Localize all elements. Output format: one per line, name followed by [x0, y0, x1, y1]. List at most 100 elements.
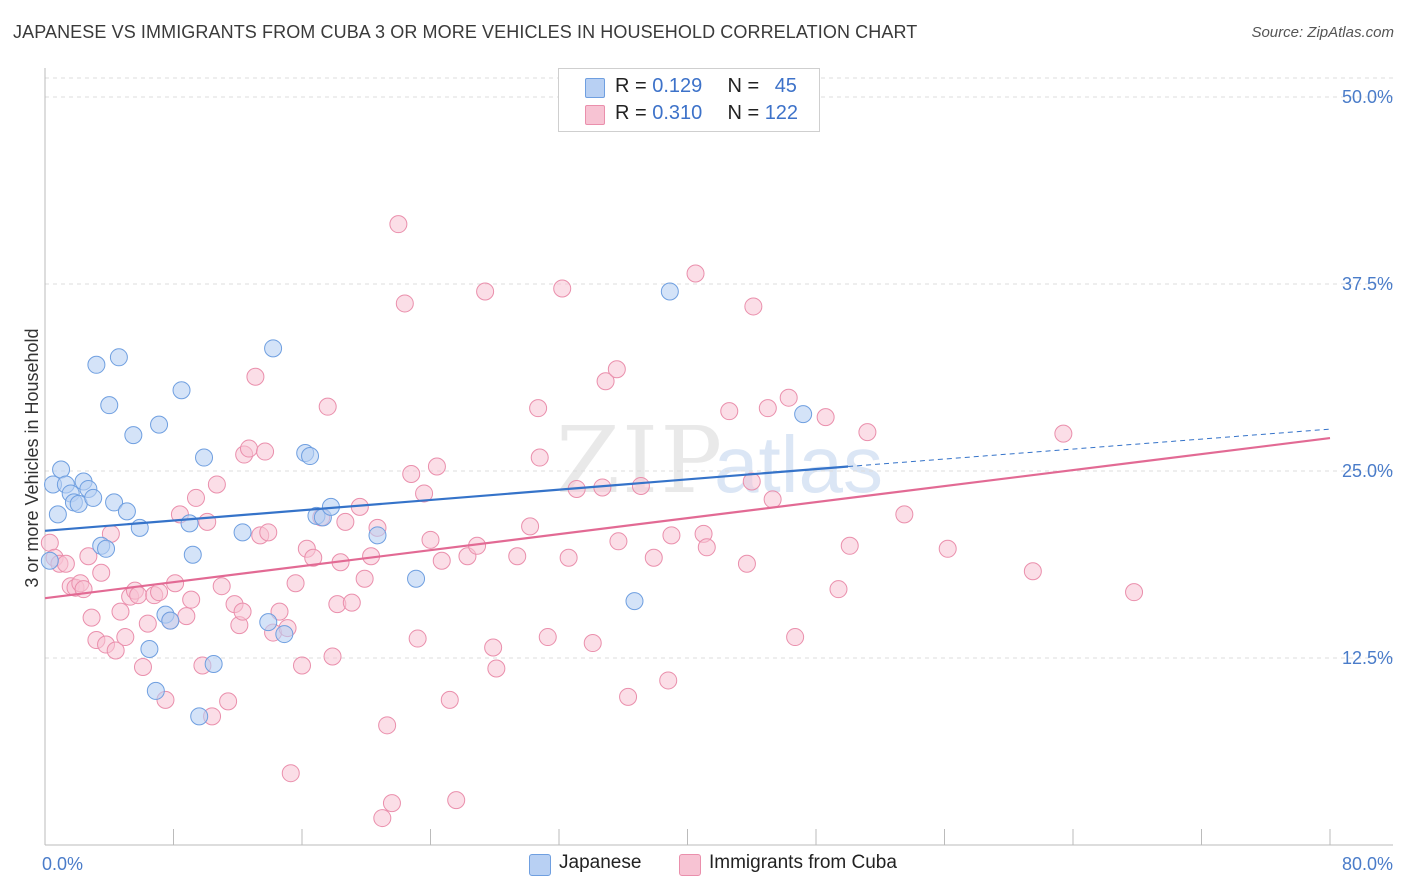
point-immigrants-from-cuba	[609, 532, 628, 551]
point-immigrants-from-cuba	[246, 367, 265, 386]
point-immigrants-from-cuba	[744, 297, 763, 316]
series-immigrants-from-cuba	[40, 215, 1144, 828]
y-tick-label: 37.5%	[1342, 274, 1393, 294]
point-japanese	[368, 526, 387, 545]
point-japanese	[124, 426, 143, 445]
point-immigrants-from-cuba	[415, 484, 434, 503]
point-japanese	[146, 681, 165, 700]
point-japanese	[195, 448, 214, 467]
point-japanese	[204, 654, 223, 673]
point-immigrants-from-cuba	[286, 574, 305, 593]
point-japanese	[190, 707, 209, 726]
gridlines	[45, 77, 1393, 659]
point-immigrants-from-cuba	[538, 628, 557, 647]
point-immigrants-from-cuba	[816, 408, 835, 427]
trendline-japanese	[44, 465, 849, 532]
y-axis-label: 3 or more Vehicles in Household	[22, 328, 42, 587]
legend-r-label: R =	[615, 102, 653, 124]
legend-n-value-cuba: 122	[764, 102, 799, 124]
point-immigrants-from-cuba	[408, 629, 427, 648]
point-japanese	[40, 551, 59, 570]
legend-r-value-cuba: 0.310	[652, 102, 703, 124]
point-immigrants-from-cuba	[259, 523, 278, 542]
point-immigrants-from-cuba	[786, 628, 805, 647]
point-immigrants-from-cuba	[395, 294, 414, 313]
legend-label-japanese: Japanese	[559, 852, 642, 873]
y-tick-labels: 12.5% 25.0% 37.5% 50.0%	[1342, 87, 1393, 668]
point-immigrants-from-cuba	[342, 593, 361, 612]
legend-label-cuba: Immigrants from Cuba	[709, 852, 897, 873]
point-immigrants-from-cuba	[521, 517, 540, 536]
point-immigrants-from-cuba	[133, 657, 152, 676]
point-immigrants-from-cuba	[440, 690, 459, 709]
legend-n-label: N =	[727, 102, 765, 124]
point-japanese	[275, 625, 294, 644]
point-japanese	[100, 396, 119, 415]
watermark-atlas: atlas	[714, 420, 883, 509]
point-japanese	[150, 415, 169, 434]
point-immigrants-from-cuba	[1125, 583, 1144, 602]
axes	[44, 68, 1393, 846]
point-immigrants-from-cuba	[198, 512, 217, 531]
point-japanese	[172, 381, 191, 400]
point-immigrants-from-cuba	[270, 602, 289, 621]
point-immigrants-from-cuba	[92, 563, 111, 582]
point-immigrants-from-cuba	[737, 554, 756, 573]
y-tick-label: 25.0%	[1342, 461, 1393, 481]
x-tick-label-min: 0.0%	[42, 854, 83, 874]
point-japanese	[301, 447, 320, 466]
point-japanese	[794, 405, 813, 424]
point-immigrants-from-cuba	[373, 809, 392, 828]
point-japanese	[161, 611, 180, 630]
point-japanese	[87, 355, 106, 374]
legend-swatch-japanese	[585, 78, 605, 98]
point-immigrants-from-cuba	[559, 548, 578, 567]
point-immigrants-from-cuba	[697, 538, 716, 557]
point-japanese	[105, 493, 124, 512]
point-japanese	[140, 640, 159, 659]
point-immigrants-from-cuba	[476, 282, 495, 301]
watermark-zip: ZIP	[556, 407, 724, 514]
y-tick-label: 12.5%	[1342, 648, 1393, 668]
point-immigrants-from-cuba	[355, 569, 374, 588]
point-immigrants-from-cuba	[239, 439, 258, 458]
point-immigrants-from-cuba	[432, 551, 451, 570]
point-immigrants-from-cuba	[427, 457, 446, 476]
point-immigrants-from-cuba	[40, 533, 59, 552]
point-immigrants-from-cuba	[82, 608, 101, 627]
point-immigrants-from-cuba	[212, 577, 231, 596]
point-immigrants-from-cuba	[508, 547, 527, 566]
y-tick-label: 50.0%	[1342, 87, 1393, 107]
point-immigrants-from-cuba	[662, 526, 681, 545]
point-immigrants-from-cuba	[116, 628, 135, 647]
point-japanese	[97, 539, 116, 558]
point-immigrants-from-cuba	[858, 423, 877, 442]
point-immigrants-from-cuba	[829, 580, 848, 599]
stats-legend: R = 0.129 N = 45 R = 0.310 N = 122	[558, 68, 820, 132]
chart-title: JAPANESE VS IMMIGRANTS FROM CUBA 3 OR MO…	[13, 22, 918, 42]
point-japanese	[407, 569, 426, 588]
point-immigrants-from-cuba	[421, 530, 440, 549]
point-japanese	[117, 502, 136, 521]
point-immigrants-from-cuba	[79, 547, 98, 566]
point-immigrants-from-cuba	[304, 548, 323, 567]
point-immigrants-from-cuba	[686, 264, 705, 283]
point-immigrants-from-cuba	[402, 464, 421, 483]
point-immigrants-from-cuba	[111, 602, 130, 621]
point-immigrants-from-cuba	[256, 442, 275, 461]
point-immigrants-from-cuba	[607, 360, 626, 379]
point-immigrants-from-cuba	[720, 402, 739, 421]
point-immigrants-from-cuba	[644, 548, 663, 567]
point-immigrants-from-cuba	[530, 448, 549, 467]
legend-r-label: R =	[615, 75, 653, 97]
point-immigrants-from-cuba	[840, 536, 859, 555]
legend-n-value-japanese: 45	[774, 75, 797, 97]
point-immigrants-from-cuba	[938, 539, 957, 558]
trendline-immigrants-from-cuba	[44, 436, 1331, 600]
point-japanese	[84, 488, 103, 507]
point-immigrants-from-cuba	[186, 488, 205, 507]
legend-swatch-cuba-bottom	[679, 854, 701, 876]
trendlines	[44, 428, 1331, 600]
point-immigrants-from-cuba	[484, 638, 503, 657]
